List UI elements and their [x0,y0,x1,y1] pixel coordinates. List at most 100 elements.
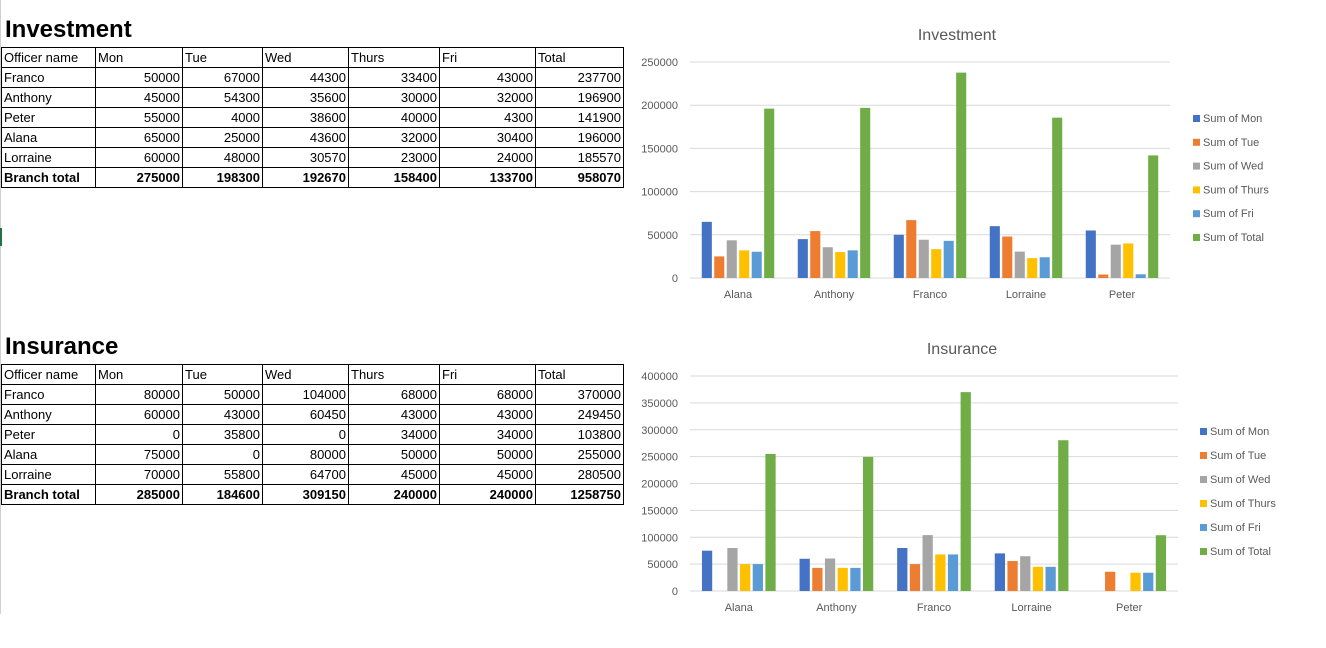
legend-entry[interactable]: Sum of Wed [1203,161,1263,173]
column-header[interactable]: Total [535,364,624,385]
value-cell[interactable]: 104000 [262,384,349,405]
value-cell[interactable]: 80000 [95,384,183,405]
branch-total-cell[interactable]: 240000 [348,484,440,505]
bar-sum-of-total[interactable] [1155,535,1167,591]
officer-name-cell[interactable]: Lorraine [1,147,96,168]
value-cell[interactable]: 196000 [535,127,624,148]
legend-entry[interactable]: Sum of Thurs [1203,184,1269,196]
bar-sum-of-tue[interactable] [714,256,725,278]
value-cell[interactable]: 68000 [348,384,440,405]
value-cell[interactable]: 54300 [182,87,263,108]
bar-sum-of-thurs[interactable] [931,249,942,278]
value-cell[interactable]: 38600 [262,107,349,128]
value-cell[interactable]: 0 [182,444,263,465]
branch-total-cell[interactable]: 158400 [348,167,440,188]
value-cell[interactable]: 255000 [535,444,624,465]
branch-total-cell[interactable]: 198300 [182,167,263,188]
bar-sum-of-mon[interactable] [701,550,713,591]
bar-sum-of-total[interactable] [1148,155,1159,278]
value-cell[interactable]: 40000 [348,107,440,128]
value-cell[interactable]: 34000 [348,424,440,445]
value-cell[interactable]: 25000 [182,127,263,148]
bar-sum-of-tue[interactable] [906,220,917,278]
value-cell[interactable]: 48000 [182,147,263,168]
bar-sum-of-tue[interactable] [1002,236,1013,278]
bar-sum-of-fri[interactable] [1039,257,1050,278]
value-cell[interactable]: 45000 [439,464,536,485]
bar-sum-of-wed[interactable] [922,535,933,591]
value-cell[interactable]: 185570 [535,147,624,168]
bar-sum-of-wed[interactable] [822,247,833,278]
value-cell[interactable]: 43600 [262,127,349,148]
value-cell[interactable]: 80000 [262,444,349,465]
branch-total-cell[interactable]: 1258750 [535,484,624,505]
officer-name-cell[interactable]: Alana [1,444,96,465]
branch-total-cell[interactable]: 192670 [262,167,349,188]
value-cell[interactable]: 60450 [262,404,349,425]
value-cell[interactable]: 0 [95,424,183,445]
value-cell[interactable]: 45000 [95,87,183,108]
legend-entry[interactable]: Sum of Fri [1210,522,1261,534]
value-cell[interactable]: 70000 [95,464,183,485]
bar-sum-of-fri[interactable] [947,554,959,591]
bar-sum-of-thurs[interactable] [1123,243,1134,278]
value-cell[interactable]: 43000 [182,404,263,425]
bar-sum-of-wed[interactable] [1110,244,1121,278]
value-cell[interactable]: 60000 [95,404,183,425]
officer-name-cell[interactable]: Franco [1,67,96,88]
value-cell[interactable]: 50000 [182,384,263,405]
value-cell[interactable]: 45000 [348,464,440,485]
bar-sum-of-wed[interactable] [1020,556,1031,591]
bar-sum-of-total[interactable] [862,456,874,591]
value-cell[interactable]: 50000 [95,67,183,88]
value-cell[interactable]: 50000 [348,444,440,465]
officer-name-cell[interactable]: Peter [1,107,96,128]
bar-sum-of-fri[interactable] [943,240,954,278]
value-cell[interactable]: 24000 [439,147,536,168]
branch-total-cell[interactable]: 275000 [95,167,183,188]
branch-total-cell[interactable]: 285000 [95,484,183,505]
bar-sum-of-thurs[interactable] [935,554,946,591]
branch-total-cell[interactable]: 309150 [262,484,349,505]
value-cell[interactable]: 35800 [182,424,263,445]
bar-sum-of-wed[interactable] [918,239,929,278]
value-cell[interactable]: 75000 [95,444,183,465]
legend-entry[interactable]: Sum of Fri [1203,208,1254,220]
value-cell[interactable]: 64700 [262,464,349,485]
value-cell[interactable]: 23000 [348,147,440,168]
legend-entry[interactable]: Sum of Tue [1210,450,1266,462]
value-cell[interactable]: 32000 [348,127,440,148]
bar-sum-of-total[interactable] [956,72,967,278]
value-cell[interactable]: 30000 [348,87,440,108]
value-cell[interactable]: 103800 [535,424,624,445]
value-cell[interactable]: 35600 [262,87,349,108]
column-header[interactable]: Fri [439,364,536,385]
bar-sum-of-thurs[interactable] [835,252,846,278]
value-cell[interactable]: 60000 [95,147,183,168]
value-cell[interactable]: 30400 [439,127,536,148]
value-cell[interactable]: 196900 [535,87,624,108]
bar-sum-of-total[interactable] [765,453,776,591]
branch-total-cell[interactable]: 958070 [535,167,624,188]
bar-sum-of-fri[interactable] [850,567,861,591]
officer-name-cell[interactable]: Anthony [1,87,96,108]
column-header[interactable]: Officer name [1,364,96,385]
bar-sum-of-fri[interactable] [1045,566,1056,591]
value-cell[interactable]: 4300 [439,107,536,128]
bar-sum-of-mon[interactable] [701,221,712,278]
bar-sum-of-tue[interactable] [1098,274,1109,278]
value-cell[interactable]: 67000 [182,67,263,88]
value-cell[interactable]: 55800 [182,464,263,485]
value-cell[interactable]: 44300 [262,67,349,88]
value-cell[interactable]: 249450 [535,404,624,425]
bar-sum-of-thurs[interactable] [1130,572,1141,591]
branch-total-label[interactable]: Branch total [1,484,96,505]
value-cell[interactable]: 0 [262,424,349,445]
officer-name-cell[interactable]: Alana [1,127,96,148]
column-header[interactable]: Tue [182,47,263,68]
value-cell[interactable]: 32000 [439,87,536,108]
bar-sum-of-tue[interactable] [812,567,823,591]
bar-sum-of-fri[interactable] [847,250,858,278]
bar-sum-of-wed[interactable] [824,558,836,591]
bar-sum-of-mon[interactable] [897,548,908,591]
